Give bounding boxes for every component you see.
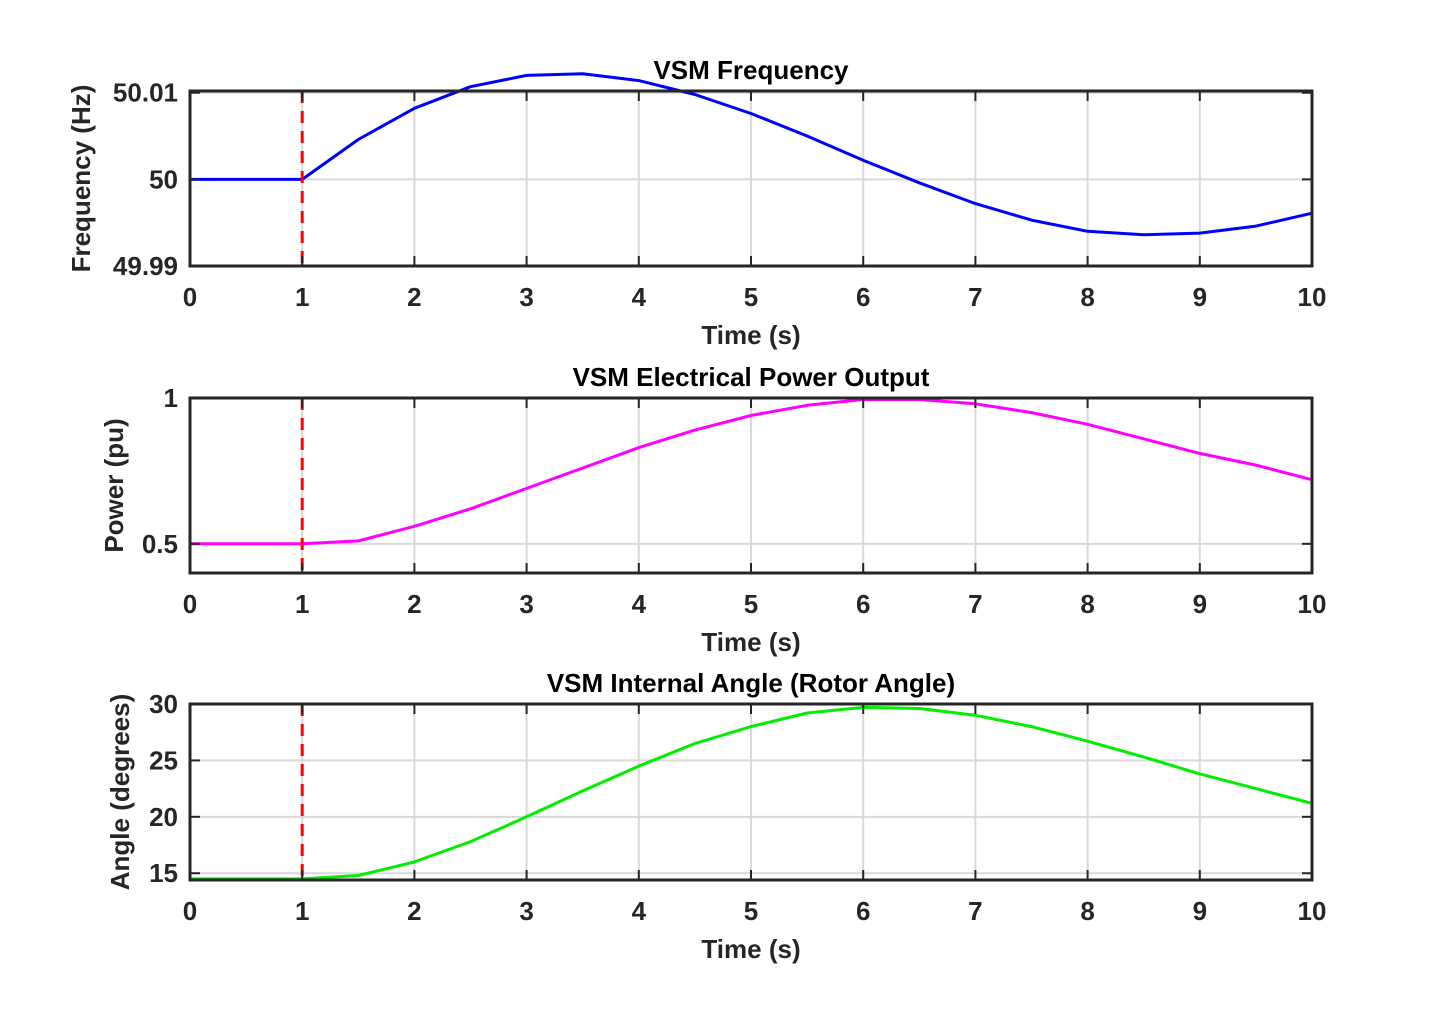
frequency-chart-x-tick-label: 2 bbox=[407, 282, 421, 312]
angle-chart-x-tick-label: 7 bbox=[968, 896, 982, 926]
power-chart-x-tick-label: 1 bbox=[295, 589, 309, 619]
power-chart-x-tick-label: 0 bbox=[183, 589, 197, 619]
frequency-chart: 0 1 2 3 4 5 6 7 8 9 10 49.99 50 50.01 VSM Frequency Tim… bbox=[66, 55, 1326, 350]
angle-chart-x-axis-label: Time (s) bbox=[701, 934, 800, 964]
power-chart-y-tick-label: 1 bbox=[164, 383, 178, 413]
power-chart-title: VSM Electrical Power Output bbox=[573, 362, 930, 392]
angle-chart-x-tick-label: 1 bbox=[295, 896, 309, 926]
angle-chart: 0 1 2 3 4 5 6 7 8 9 10 15 20 25 30 VSM Internal Angle (… bbox=[105, 668, 1326, 964]
frequency-chart-x-tick-label: 4 bbox=[632, 282, 647, 312]
frequency-chart-x-tick-label: 6 bbox=[856, 282, 870, 312]
angle-chart-y-tick-label: 20 bbox=[149, 802, 178, 832]
power-chart-x-tick-label: 7 bbox=[968, 589, 982, 619]
angle-chart-y-tick-label: 30 bbox=[149, 689, 178, 719]
angle-chart-x-tick-label: 0 bbox=[183, 896, 197, 926]
frequency-chart-x-tick-label: 8 bbox=[1080, 282, 1094, 312]
angle-chart-x-tick-label: 5 bbox=[744, 896, 758, 926]
angle-chart-y-tick-label: 25 bbox=[149, 745, 178, 775]
power-chart-x-tick-label: 2 bbox=[407, 589, 421, 619]
angle-chart-x-tick-label: 4 bbox=[632, 896, 647, 926]
angle-chart-x-tick-label: 9 bbox=[1193, 896, 1207, 926]
angle-chart-y-axis-label: Angle (degrees) bbox=[105, 694, 135, 891]
angle-chart-y-tick-label: 15 bbox=[149, 858, 178, 888]
power-chart-x-tick-label: 3 bbox=[519, 589, 533, 619]
frequency-chart-x-tick-label: 1 bbox=[295, 282, 309, 312]
power-chart-x-tick-label: 8 bbox=[1080, 589, 1094, 619]
frequency-chart-x-tick-label: 9 bbox=[1193, 282, 1207, 312]
power-chart-x-tick-label: 9 bbox=[1193, 589, 1207, 619]
frequency-chart-y-tick-label: 50 bbox=[149, 164, 178, 194]
power-chart-y-axis-label: Power (pu) bbox=[99, 418, 129, 552]
angle-chart-x-tick-label: 10 bbox=[1298, 896, 1327, 926]
frequency-chart-y-tick-label: 50.01 bbox=[113, 78, 178, 108]
power-chart-x-tick-label: 5 bbox=[744, 589, 758, 619]
power-chart-series-line bbox=[190, 398, 1313, 546]
power-chart-x-tick-label: 10 bbox=[1298, 589, 1327, 619]
angle-chart-x-tick-label: 6 bbox=[856, 896, 870, 926]
power-chart-x-tick-label: 4 bbox=[632, 589, 647, 619]
frequency-chart-x-tick-label: 5 bbox=[744, 282, 758, 312]
angle-chart-series-line bbox=[190, 705, 1313, 881]
power-chart-x-axis-label: Time (s) bbox=[701, 627, 800, 657]
frequency-chart-x-axis-label: Time (s) bbox=[701, 320, 800, 350]
frequency-chart-series-line bbox=[190, 72, 1313, 237]
frequency-chart-y-axis-label: Frequency (Hz) bbox=[66, 85, 96, 273]
frequency-chart-x-tick-label: 3 bbox=[519, 282, 533, 312]
power-chart-y-tick-label: 0.5 bbox=[142, 529, 178, 559]
power-chart-x-tick-label: 6 bbox=[856, 589, 870, 619]
angle-chart-x-tick-label: 3 bbox=[519, 896, 533, 926]
frequency-chart-y-tick-label: 49.99 bbox=[113, 251, 178, 281]
frequency-chart-x-tick-label: 7 bbox=[968, 282, 982, 312]
power-chart: 0 1 2 3 4 5 6 7 8 9 10 0.5 1 VSM Electrical Power Out… bbox=[99, 362, 1326, 657]
frequency-chart-title: VSM Frequency bbox=[653, 55, 849, 85]
angle-chart-title: VSM Internal Angle (Rotor Angle) bbox=[547, 668, 955, 698]
frequency-chart-x-tick-label: 10 bbox=[1298, 282, 1327, 312]
angle-chart-x-tick-label: 2 bbox=[407, 896, 421, 926]
angle-chart-x-tick-label: 8 bbox=[1080, 896, 1094, 926]
frequency-chart-x-tick-label: 0 bbox=[183, 282, 197, 312]
